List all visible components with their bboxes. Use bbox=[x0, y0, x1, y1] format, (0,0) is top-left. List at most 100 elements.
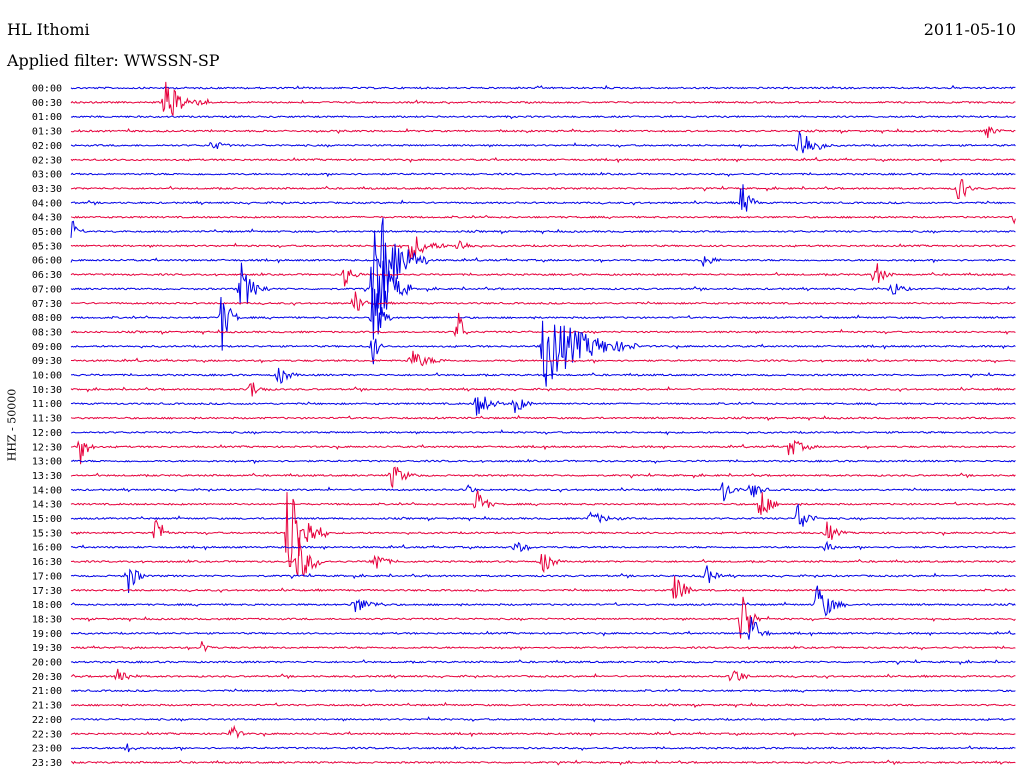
time-tick-1730: 17:30 bbox=[32, 586, 62, 597]
trace-2030 bbox=[70, 668, 1016, 682]
time-tick-2200: 22:00 bbox=[32, 715, 62, 726]
time-tick-0300: 03:00 bbox=[32, 170, 62, 181]
trace-1130 bbox=[70, 414, 1016, 422]
trace-2230 bbox=[70, 724, 1016, 740]
time-tick-0830: 08:30 bbox=[32, 327, 62, 338]
time-tick-0630: 06:30 bbox=[32, 270, 62, 281]
time-tick-1200: 12:00 bbox=[32, 428, 62, 439]
trace-1700 bbox=[70, 565, 1016, 594]
trace-0130 bbox=[70, 126, 1016, 139]
trace-1100 bbox=[70, 396, 1016, 416]
time-tick-0930: 09:30 bbox=[32, 356, 62, 367]
time-tick-0130: 01:30 bbox=[32, 127, 62, 138]
trace-0930 bbox=[71, 350, 1016, 367]
trace-1830 bbox=[70, 596, 1016, 639]
trace-0530 bbox=[70, 236, 1016, 260]
time-tick-0200: 02:00 bbox=[32, 141, 62, 152]
trace-0430 bbox=[70, 214, 1016, 225]
time-tick-1100: 11:00 bbox=[32, 399, 62, 410]
trace-0300 bbox=[70, 171, 1016, 178]
trace-2200 bbox=[70, 716, 1016, 723]
trace-1730 bbox=[70, 576, 1016, 599]
trace-2000 bbox=[70, 658, 1016, 666]
station-title: HL Ithomi bbox=[7, 20, 90, 39]
trace-1430 bbox=[70, 490, 1016, 515]
trace-2300 bbox=[70, 743, 1016, 753]
time-tick-0330: 03:30 bbox=[32, 184, 62, 195]
time-tick-0730: 07:30 bbox=[32, 299, 62, 310]
trace-1000 bbox=[70, 367, 1016, 384]
time-tick-1830: 18:30 bbox=[32, 614, 62, 625]
trace-0030 bbox=[70, 81, 1016, 116]
time-tick-0400: 04:00 bbox=[32, 198, 62, 209]
trace-0500 bbox=[70, 220, 1016, 238]
time-tick-1600: 16:00 bbox=[32, 543, 62, 554]
trace-2100 bbox=[70, 688, 1016, 693]
time-tick-1800: 18:00 bbox=[32, 600, 62, 611]
trace-0730 bbox=[70, 291, 1016, 311]
time-tick-1000: 10:00 bbox=[32, 371, 62, 382]
time-tick-1430: 14:30 bbox=[32, 500, 62, 511]
trace-1230 bbox=[70, 439, 1016, 465]
seismic-traces bbox=[70, 81, 1016, 766]
trace-0800 bbox=[70, 287, 1016, 351]
time-tick-0500: 05:00 bbox=[32, 227, 62, 238]
time-tick-0900: 09:00 bbox=[32, 342, 62, 353]
time-tick-1530: 15:30 bbox=[32, 528, 62, 539]
time-tick-0700: 07:00 bbox=[32, 284, 62, 295]
trace-1630 bbox=[70, 537, 1016, 577]
time-tick-1630: 16:30 bbox=[32, 557, 62, 568]
trace-0200 bbox=[70, 130, 1016, 154]
time-tick-2000: 20:00 bbox=[32, 658, 62, 669]
time-tick-1130: 11:30 bbox=[32, 414, 62, 425]
time-tick-2330: 23:30 bbox=[32, 758, 62, 769]
trace-1530 bbox=[70, 492, 1016, 568]
trace-1800 bbox=[70, 585, 1016, 617]
time-tick-0530: 05:30 bbox=[32, 241, 62, 252]
trace-0600 bbox=[70, 217, 1016, 306]
record-date: 2011-05-10 bbox=[923, 20, 1016, 39]
trace-1930 bbox=[70, 641, 1016, 653]
time-tick-0030: 00:30 bbox=[32, 98, 62, 109]
trace-0700 bbox=[70, 231, 1016, 316]
time-tick-2030: 20:30 bbox=[32, 672, 62, 683]
trace-1200 bbox=[70, 429, 1016, 436]
time-tick-1500: 15:00 bbox=[32, 514, 62, 525]
time-tick-0000: 00:00 bbox=[32, 84, 62, 95]
trace-1030 bbox=[70, 382, 1016, 397]
time-tick-2300: 23:00 bbox=[32, 744, 62, 755]
trace-1500 bbox=[70, 503, 1016, 527]
trace-0100 bbox=[70, 114, 1016, 120]
trace-2130 bbox=[70, 701, 1016, 709]
time-tick-0800: 08:00 bbox=[32, 313, 62, 324]
trace-1600 bbox=[70, 540, 1016, 553]
time-tick-2230: 22:30 bbox=[32, 729, 62, 740]
trace-1330 bbox=[70, 466, 1016, 488]
trace-0330 bbox=[70, 178, 1016, 199]
time-tick-2100: 21:00 bbox=[32, 686, 62, 697]
trace-0230 bbox=[70, 156, 1016, 164]
trace-2330 bbox=[70, 759, 1016, 766]
time-tick-1230: 12:30 bbox=[32, 442, 62, 453]
time-tick-1400: 14:00 bbox=[32, 485, 62, 496]
time-tick-1300: 13:00 bbox=[32, 457, 62, 468]
time-tick-1930: 19:30 bbox=[32, 643, 62, 654]
time-tick-2130: 21:30 bbox=[32, 701, 62, 712]
time-tick-0230: 02:30 bbox=[32, 155, 62, 166]
time-tick-1030: 10:30 bbox=[32, 385, 62, 396]
trace-1300 bbox=[70, 458, 1016, 465]
time-tick-1700: 17:00 bbox=[32, 571, 62, 582]
trace-0000 bbox=[70, 84, 1016, 90]
time-tick-0600: 06:00 bbox=[32, 256, 62, 267]
filter-label: Applied filter: WWSSN-SP bbox=[7, 51, 220, 70]
time-tick-0100: 01:00 bbox=[32, 112, 62, 123]
trace-0630 bbox=[70, 263, 1016, 287]
time-tick-0430: 04:30 bbox=[32, 213, 62, 224]
trace-0900 bbox=[70, 320, 1016, 387]
time-tick-labels: 00:00 00:30 01:00 01:30 02:00 02:30 03:00 03:30… bbox=[32, 84, 62, 769]
trace-0400 bbox=[70, 184, 1016, 212]
trace-1900 bbox=[70, 617, 1016, 640]
time-tick-1900: 19:00 bbox=[32, 629, 62, 640]
trace-1400 bbox=[70, 482, 1016, 502]
